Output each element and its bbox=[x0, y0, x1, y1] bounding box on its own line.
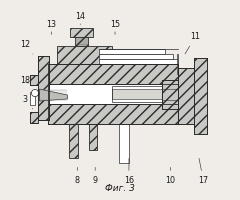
Text: Фиг. 3: Фиг. 3 bbox=[105, 184, 135, 193]
Bar bbox=[70, 28, 93, 37]
Bar bbox=[99, 54, 173, 59]
Text: 11: 11 bbox=[185, 32, 200, 54]
Bar bbox=[48, 84, 178, 104]
Bar bbox=[162, 80, 178, 109]
Bar bbox=[119, 124, 129, 163]
Bar bbox=[30, 92, 35, 105]
Text: 16: 16 bbox=[124, 158, 134, 185]
Text: 15: 15 bbox=[110, 20, 120, 34]
Bar bbox=[48, 104, 178, 124]
Bar bbox=[178, 68, 194, 124]
Text: 14: 14 bbox=[75, 12, 85, 25]
Bar bbox=[69, 124, 78, 158]
Bar bbox=[57, 46, 112, 64]
Bar bbox=[99, 59, 178, 64]
Circle shape bbox=[31, 89, 39, 97]
Bar bbox=[75, 37, 88, 46]
Bar bbox=[89, 124, 97, 150]
Bar bbox=[194, 58, 207, 134]
Text: 13: 13 bbox=[47, 20, 56, 34]
Bar bbox=[30, 112, 38, 123]
Text: 8: 8 bbox=[75, 167, 80, 185]
Text: 9: 9 bbox=[93, 167, 98, 185]
Bar bbox=[38, 56, 48, 120]
Text: 17: 17 bbox=[198, 158, 209, 185]
Bar bbox=[112, 89, 162, 99]
Text: 18: 18 bbox=[20, 76, 30, 85]
Bar bbox=[30, 75, 38, 85]
Polygon shape bbox=[40, 89, 67, 101]
Bar bbox=[112, 86, 162, 102]
Bar bbox=[99, 49, 165, 54]
Text: 3: 3 bbox=[23, 95, 33, 109]
Bar bbox=[162, 80, 178, 109]
Text: 10: 10 bbox=[166, 167, 176, 185]
Bar bbox=[48, 64, 178, 84]
Bar bbox=[177, 54, 178, 74]
Text: 12: 12 bbox=[21, 40, 33, 54]
